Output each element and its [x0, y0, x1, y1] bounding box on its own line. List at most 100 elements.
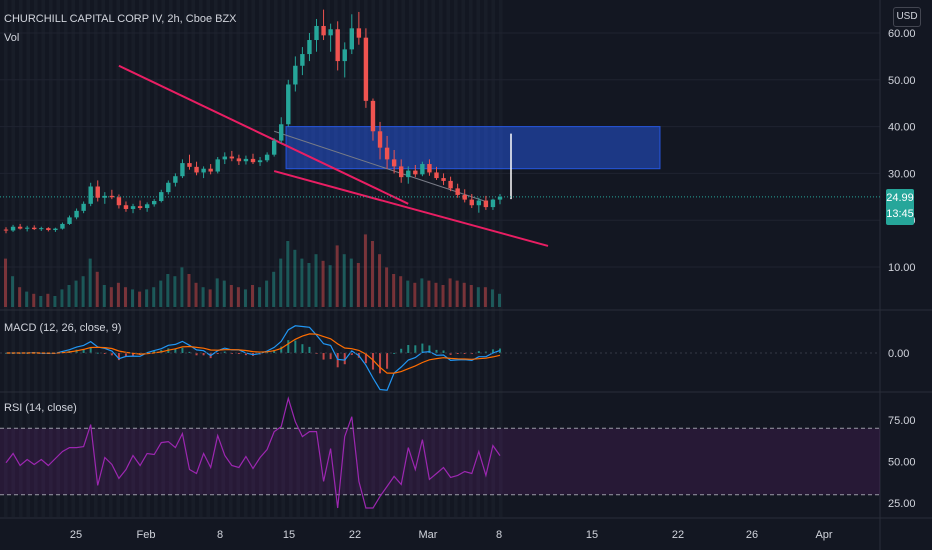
- macd-histogram-bar: [477, 351, 480, 353]
- macd-histogram-bar: [449, 353, 452, 355]
- symbol-title[interactable]: CHURCHILL CAPITAL CORP IV, 2h, Cboe BZX: [4, 13, 237, 25]
- volume-bar: [300, 258, 304, 307]
- macd-pane: [0, 325, 880, 391]
- volume-bar: [102, 285, 106, 307]
- rsi-tick-label: 75.00: [888, 415, 916, 427]
- macd-histogram-bar: [350, 353, 353, 355]
- upper-trendline: [118, 64, 409, 205]
- currency-button[interactable]: USD: [893, 7, 921, 27]
- volume-bar: [123, 287, 127, 307]
- candle-body: [413, 170, 418, 175]
- session-stripe: [259, 0, 263, 517]
- lower-trendline: [273, 170, 549, 247]
- macd-tick-label: 0.00: [888, 348, 909, 360]
- session-stripe: [124, 0, 128, 517]
- time-tick-label: 25: [70, 529, 82, 541]
- session-stripe: [146, 0, 150, 517]
- session-stripe: [491, 0, 495, 517]
- macd-histogram-bar: [407, 344, 410, 353]
- session-stripe: [364, 0, 368, 517]
- volume-bar: [145, 289, 149, 307]
- session-stripe: [199, 0, 203, 517]
- macd-histogram-bar: [294, 340, 297, 353]
- volume-bar: [222, 280, 226, 307]
- volume-bar: [328, 265, 332, 307]
- volume-bar: [67, 285, 71, 307]
- candle-body: [222, 156, 227, 160]
- time-tick-label: Mar: [419, 529, 438, 541]
- macd-histogram-bar: [400, 348, 403, 353]
- volume-bar: [201, 287, 205, 307]
- volume-bar: [385, 267, 389, 307]
- macd-histogram-bar: [428, 345, 431, 353]
- candle-body: [17, 226, 23, 229]
- volume-bar: [314, 254, 318, 307]
- last-price-tag: 24.99 13:45: [886, 189, 914, 225]
- drawing-annotations[interactable]: [0, 64, 880, 247]
- volume-bar: [469, 285, 473, 307]
- rsi-legend[interactable]: RSI (14, close): [4, 402, 77, 414]
- candle-body: [130, 206, 136, 209]
- volume-bar: [46, 293, 50, 307]
- price-tick-label: 60.00: [888, 28, 916, 40]
- candle-body: [406, 170, 411, 178]
- macd-legend[interactable]: MACD (12, 26, close, 9): [4, 322, 122, 334]
- volume-bar: [4, 258, 7, 307]
- session-stripe: [229, 0, 233, 517]
- candle-body: [144, 204, 150, 209]
- macd-histogram-bar: [82, 349, 85, 353]
- candle-body: [187, 163, 192, 167]
- candle-body: [469, 199, 474, 206]
- volume-bar: [392, 274, 396, 307]
- session-stripe: [266, 0, 270, 517]
- session-stripe: [461, 0, 465, 517]
- candle-body: [441, 178, 446, 181]
- session-stripe: [439, 0, 443, 517]
- candle-body: [180, 163, 185, 177]
- rsi-band-fill: [0, 428, 880, 495]
- candle-body: [81, 203, 86, 211]
- time-tick-label: Apr: [815, 529, 832, 541]
- price-tick-label: 30.00: [888, 168, 916, 180]
- macd-histogram-bar: [442, 350, 445, 353]
- candle-body: [257, 160, 263, 163]
- volume-bar: [441, 285, 445, 307]
- candle-body: [335, 29, 340, 62]
- volume-bar: [60, 289, 64, 307]
- volume-bar: [399, 276, 403, 307]
- price-tick-label: 10.00: [888, 262, 916, 274]
- volume-bar: [229, 285, 233, 307]
- session-stripe: [386, 0, 390, 517]
- macd-histogram-bar: [124, 353, 127, 357]
- session-stripe: [4, 0, 8, 517]
- volume-bar: [74, 280, 78, 307]
- volume-bar: [279, 258, 283, 307]
- volume-bar: [138, 291, 142, 307]
- candle-body: [173, 176, 178, 183]
- session-stripe: [251, 0, 255, 517]
- session-stripe: [319, 0, 323, 517]
- candle-body: [88, 186, 93, 204]
- session-stripe: [184, 0, 188, 517]
- macd-histogram-bar: [484, 351, 487, 353]
- candle-body: [194, 166, 199, 173]
- candle-body: [243, 158, 249, 162]
- macd-histogram-bar: [343, 353, 346, 365]
- candle-body: [271, 140, 277, 155]
- candle-body: [448, 180, 453, 189]
- volume-bar: [272, 271, 276, 307]
- session-stripe: [11, 0, 15, 517]
- last-price-value: 24.99: [886, 192, 914, 204]
- macd-histogram-bar: [117, 353, 120, 361]
- macd-histogram-bar: [195, 353, 198, 356]
- session-stripe: [221, 0, 225, 517]
- macd-histogram-bar: [132, 353, 135, 356]
- session-stripe: [169, 0, 173, 517]
- volume-bar: [356, 263, 360, 307]
- session-stripe: [394, 0, 398, 517]
- volume-bar: [420, 278, 424, 307]
- volume-bar: [131, 289, 135, 307]
- candle-body: [74, 210, 79, 218]
- macd-line: [6, 325, 501, 391]
